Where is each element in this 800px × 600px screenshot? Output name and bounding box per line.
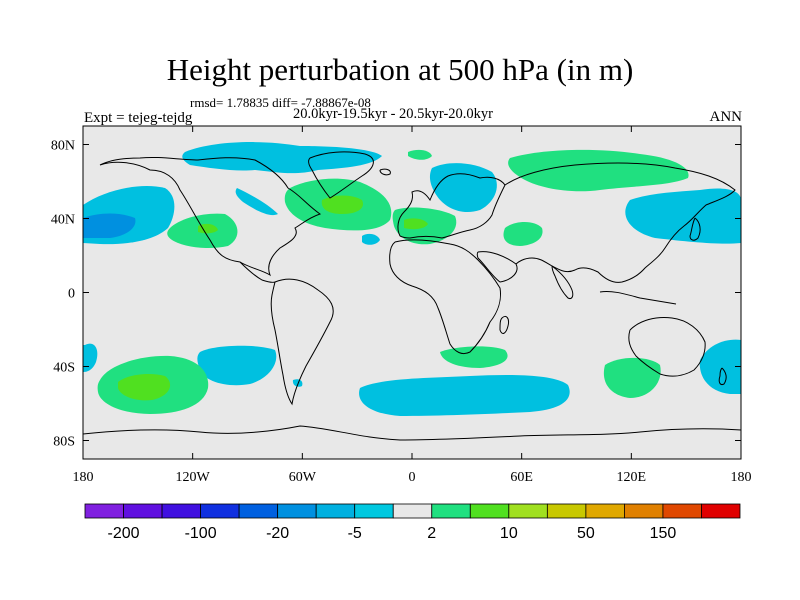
- colorbar-swatch: [277, 503, 317, 519]
- colorbar-swatch: [161, 503, 201, 519]
- pos-anomaly-na-core: [198, 223, 218, 234]
- colorbar-swatch: [662, 503, 702, 519]
- plot-title: Height perturbation at 500 hPa (in m): [166, 52, 634, 87]
- x-tick-label: 120E: [617, 470, 647, 485]
- x-tick-label: 180: [73, 470, 94, 485]
- coast-europe: [397, 173, 506, 239]
- coast-arabia: [476, 251, 518, 283]
- neg-anomaly-se-pacific: [197, 345, 277, 386]
- colorbar-label: -5: [348, 525, 362, 542]
- season-label: ANN: [709, 109, 743, 125]
- y-axis: 80N 40N 0 40S 80S: [51, 139, 741, 450]
- neg-anomaly-sw-pacific: [83, 343, 98, 372]
- coast-greenland: [308, 151, 374, 199]
- colorbar-swatch: [315, 503, 356, 519]
- experiment-label: Expt = tejeg-tejdg: [84, 110, 193, 126]
- colorbar-swatch: [546, 503, 587, 519]
- coast-antarctica: [83, 425, 741, 441]
- pos-anomaly-europe-core: [404, 218, 428, 230]
- x-tick-label: 0: [409, 470, 416, 485]
- y-tick-label: 0: [68, 287, 75, 302]
- neg-anomaly-south-atlantic-island: [292, 379, 303, 387]
- neg-anomaly-northpole: [305, 152, 320, 159]
- coast-india: [551, 265, 574, 299]
- contour-fill-layer: [83, 142, 741, 416]
- colorbar-label: 10: [500, 525, 518, 542]
- coast-south-america: [270, 278, 334, 406]
- y-tick-label: 40N: [51, 213, 75, 228]
- colorbar-swatch: [123, 503, 163, 519]
- x-tick-label: 120W: [176, 470, 211, 485]
- colorbar-swatch: [200, 503, 240, 519]
- pos-anomaly-indian-ocean: [603, 357, 661, 398]
- colorbar-label: 50: [577, 525, 595, 542]
- neg-anomaly-scandinavia: [429, 163, 497, 213]
- y-tick-label: 40S: [53, 361, 75, 376]
- x-axis: 180 120W 60W 0 60E 120E 180: [73, 126, 752, 485]
- colorbar-label: -100: [185, 525, 217, 542]
- neg-anomaly-southern-ocean: [359, 374, 570, 416]
- x-tick-label: 60E: [510, 470, 533, 485]
- pos-anomaly-arctic-small: [408, 149, 432, 160]
- coast-japan: [689, 217, 701, 241]
- coast-madagascar: [499, 315, 509, 334]
- neg-anomaly-se-aus: [699, 339, 741, 394]
- coast-new-zealand: [718, 367, 727, 385]
- colorbar-swatch: [392, 503, 433, 519]
- stats-text: rmsd= 1.78835 diff= -7.88867e-08: [190, 95, 371, 110]
- colorbar-swatch: [701, 503, 741, 519]
- pos-anomaly-na-core2: [321, 195, 364, 214]
- colorbar-swatch: [84, 503, 124, 519]
- colorbar-swatch: [238, 503, 279, 519]
- colorbar-swatch: [585, 503, 625, 519]
- coast-asia: [504, 162, 736, 283]
- neg-anomaly-hudson: [235, 188, 278, 216]
- colorbar-swatch: [469, 503, 510, 519]
- y-tick-label: 80S: [53, 435, 75, 450]
- colorbar-label: 150: [650, 525, 677, 542]
- neg-anomaly-atlantic-small: [362, 233, 380, 245]
- colorbar-swatch: [431, 503, 471, 519]
- colorbar-swatch: [354, 503, 394, 519]
- coast-indonesia: [599, 291, 677, 305]
- colorbar: -200 -100 -20 -5 2 10 50 150: [84, 503, 741, 542]
- pos-anomaly-siberia: [508, 149, 689, 192]
- x-tick-label: 60W: [289, 470, 317, 485]
- x-tick-label: 180: [731, 470, 752, 485]
- colorbar-label: -200: [108, 525, 140, 542]
- pos-anomaly-middle-east: [503, 222, 543, 246]
- neg-anomaly-npacific-core: [83, 213, 136, 238]
- coast-iceland: [379, 168, 391, 176]
- subtitle: 20.0kyr-19.5kyr - 20.5kyr-20.0kyr: [293, 106, 493, 122]
- colorbar-label: 2: [427, 525, 436, 542]
- neg-anomaly-arctic-canada: [182, 142, 382, 174]
- colorbar-swatch: [624, 503, 664, 519]
- y-tick-label: 80N: [51, 139, 75, 154]
- coast-central-america: [239, 261, 276, 283]
- colorbar-swatch: [508, 503, 548, 519]
- coast-north-america: [99, 156, 322, 277]
- pos-anomaly-sp-core: [118, 374, 171, 401]
- colorbar-label: -20: [266, 525, 289, 542]
- coast-africa: [389, 239, 501, 355]
- coast-australia: [628, 317, 706, 377]
- coastlines: [83, 151, 741, 441]
